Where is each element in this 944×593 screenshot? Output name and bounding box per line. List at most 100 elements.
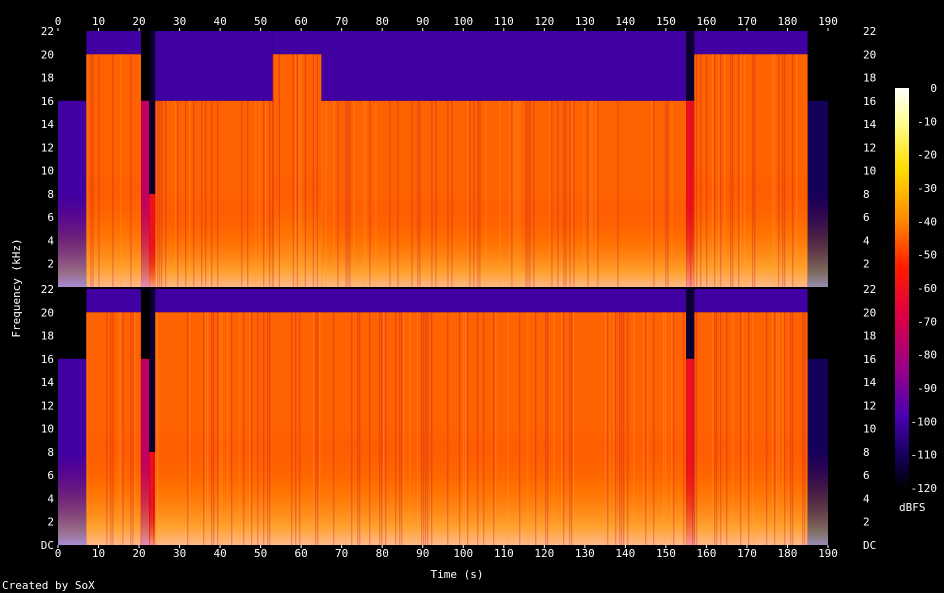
x-tick-label: 30: [173, 547, 186, 560]
spectrogram-texture: [653, 100, 655, 288]
colorbar-tick-label: -60: [917, 282, 937, 295]
x-tick-label: 80: [376, 547, 389, 560]
y-tick-label: 10: [863, 423, 876, 436]
colorbar-tick-label: -20: [917, 149, 937, 162]
spectrogram-noise-band: [694, 31, 808, 55]
spectrogram-texture: [551, 100, 553, 288]
spectrogram-texture: [435, 100, 437, 288]
spectrogram-texture: [571, 312, 573, 545]
spectrogram-texture: [427, 312, 429, 545]
spectrogram-texture: [217, 312, 219, 545]
spectrogram-texture: [589, 100, 591, 288]
spectrogram-texture: [369, 100, 371, 288]
spectrogram-texture: [724, 54, 726, 287]
spectrogram-texture: [613, 312, 615, 545]
spectrogram-texture: [477, 312, 479, 545]
spectrogram-texture: [316, 54, 318, 287]
spectrogram-texture: [565, 100, 567, 288]
spectrogram-texture: [712, 312, 714, 545]
spectrogram-texture: [673, 312, 675, 545]
spectrogram-texture: [527, 312, 529, 545]
y-tick-label: 8: [863, 446, 870, 459]
spectrogram-texture: [730, 54, 732, 287]
spectrogram-texture: [257, 312, 259, 545]
colorbar-tick-label: -110: [911, 449, 938, 462]
spectrogram-texture: [617, 100, 619, 288]
spectrogram-low-freq-energy: [149, 451, 156, 545]
spectrogram-texture: [583, 100, 585, 288]
spectrogram-texture: [265, 100, 267, 288]
spectrogram-texture: [696, 312, 698, 545]
spectrogram-texture: [587, 100, 589, 288]
y-tick-label: 10: [41, 165, 54, 178]
x-tick-label: 0: [55, 15, 62, 28]
colorbar-tick-label: -70: [917, 315, 937, 328]
spectrogram-texture: [651, 100, 653, 288]
spectrogram-texture: [211, 312, 213, 545]
spectrogram-texture: [98, 54, 100, 287]
spectrogram-texture: [706, 54, 708, 287]
spectrogram-texture: [132, 312, 134, 545]
spectrogram-texture: [563, 100, 565, 288]
spectrogram-low-freq-energy: [686, 358, 695, 545]
x-tick-label: 40: [213, 15, 226, 28]
spectrogram-texture: [692, 358, 694, 545]
spectrogram-texture: [517, 100, 519, 288]
y-tick-label: 8: [47, 446, 54, 459]
spectrogram-texture: [203, 312, 205, 545]
y-tick-label: 2: [47, 258, 54, 271]
spectrogram-texture: [385, 312, 387, 545]
spectrogram-texture: [120, 312, 122, 545]
spectrogram-texture: [748, 312, 750, 545]
spectrogram-noise-band: [686, 31, 695, 101]
y-tick-label: 20: [863, 48, 876, 61]
spectrogram-texture: [513, 100, 515, 288]
spectrogram-texture: [304, 54, 306, 287]
spectrogram-texture: [784, 312, 786, 545]
x-axis-top: 0 10 20 30 40 50 60 70 80 90 100 110 120 130 140 150 160…: [55, 15, 838, 31]
spectrogram-noise-band: [149, 31, 156, 194]
spectrogram-texture: [754, 54, 756, 287]
spectrogram-texture: [201, 100, 203, 288]
spectrogram-texture: [231, 312, 233, 545]
spectrogram-texture: [227, 312, 229, 545]
spectrogram-texture: [189, 312, 191, 545]
spectrogram-low-freq-energy: [86, 312, 142, 545]
x-tick-label: 60: [295, 15, 308, 28]
spectrogram-texture: [157, 312, 159, 545]
spectrogram-texture: [463, 312, 465, 545]
spectrogram-texture: [381, 312, 383, 545]
y-tick-label: 2: [47, 516, 54, 529]
spectrogram-texture: [221, 312, 223, 545]
spectrogram-texture: [300, 54, 302, 287]
spectrogram-texture: [86, 312, 88, 545]
colorbar-tick-label: -100: [911, 415, 938, 428]
spectrogram-texture: [325, 100, 327, 288]
spectrogram-texture: [792, 54, 794, 287]
spectrogram-texture: [431, 100, 433, 288]
spectrogram-texture: [804, 312, 806, 545]
spectrogram-texture: [667, 100, 669, 288]
spectrogram-texture: [495, 312, 497, 545]
x-tick-label: 100: [453, 547, 473, 560]
spectrogram-texture: [694, 312, 696, 545]
spectrogram-texture: [157, 100, 159, 288]
x-axis-title: Time (s): [431, 568, 484, 581]
spectrogram-texture: [712, 54, 714, 287]
y-tick-label: 16: [863, 95, 876, 108]
x-tick-label: 180: [778, 15, 798, 28]
spectrogram-texture: [90, 54, 92, 287]
spectrogram-texture: [671, 312, 673, 545]
spectrogram-low-freq-energy: [807, 358, 828, 545]
spectrogram-texture: [499, 100, 501, 288]
spectrogram-texture: [774, 54, 776, 287]
spectrogram-texture: [319, 312, 321, 545]
x-tick-label: 100: [453, 15, 473, 28]
spectrogram-texture: [259, 100, 261, 288]
y-tick-label: 8: [47, 188, 54, 201]
y-tick-label: 22: [863, 283, 876, 296]
x-tick-label: 190: [818, 547, 838, 560]
spectrogram-texture: [690, 100, 692, 288]
colorbar-tick-label: -10: [917, 115, 937, 128]
spectrogram-texture: [241, 100, 243, 288]
